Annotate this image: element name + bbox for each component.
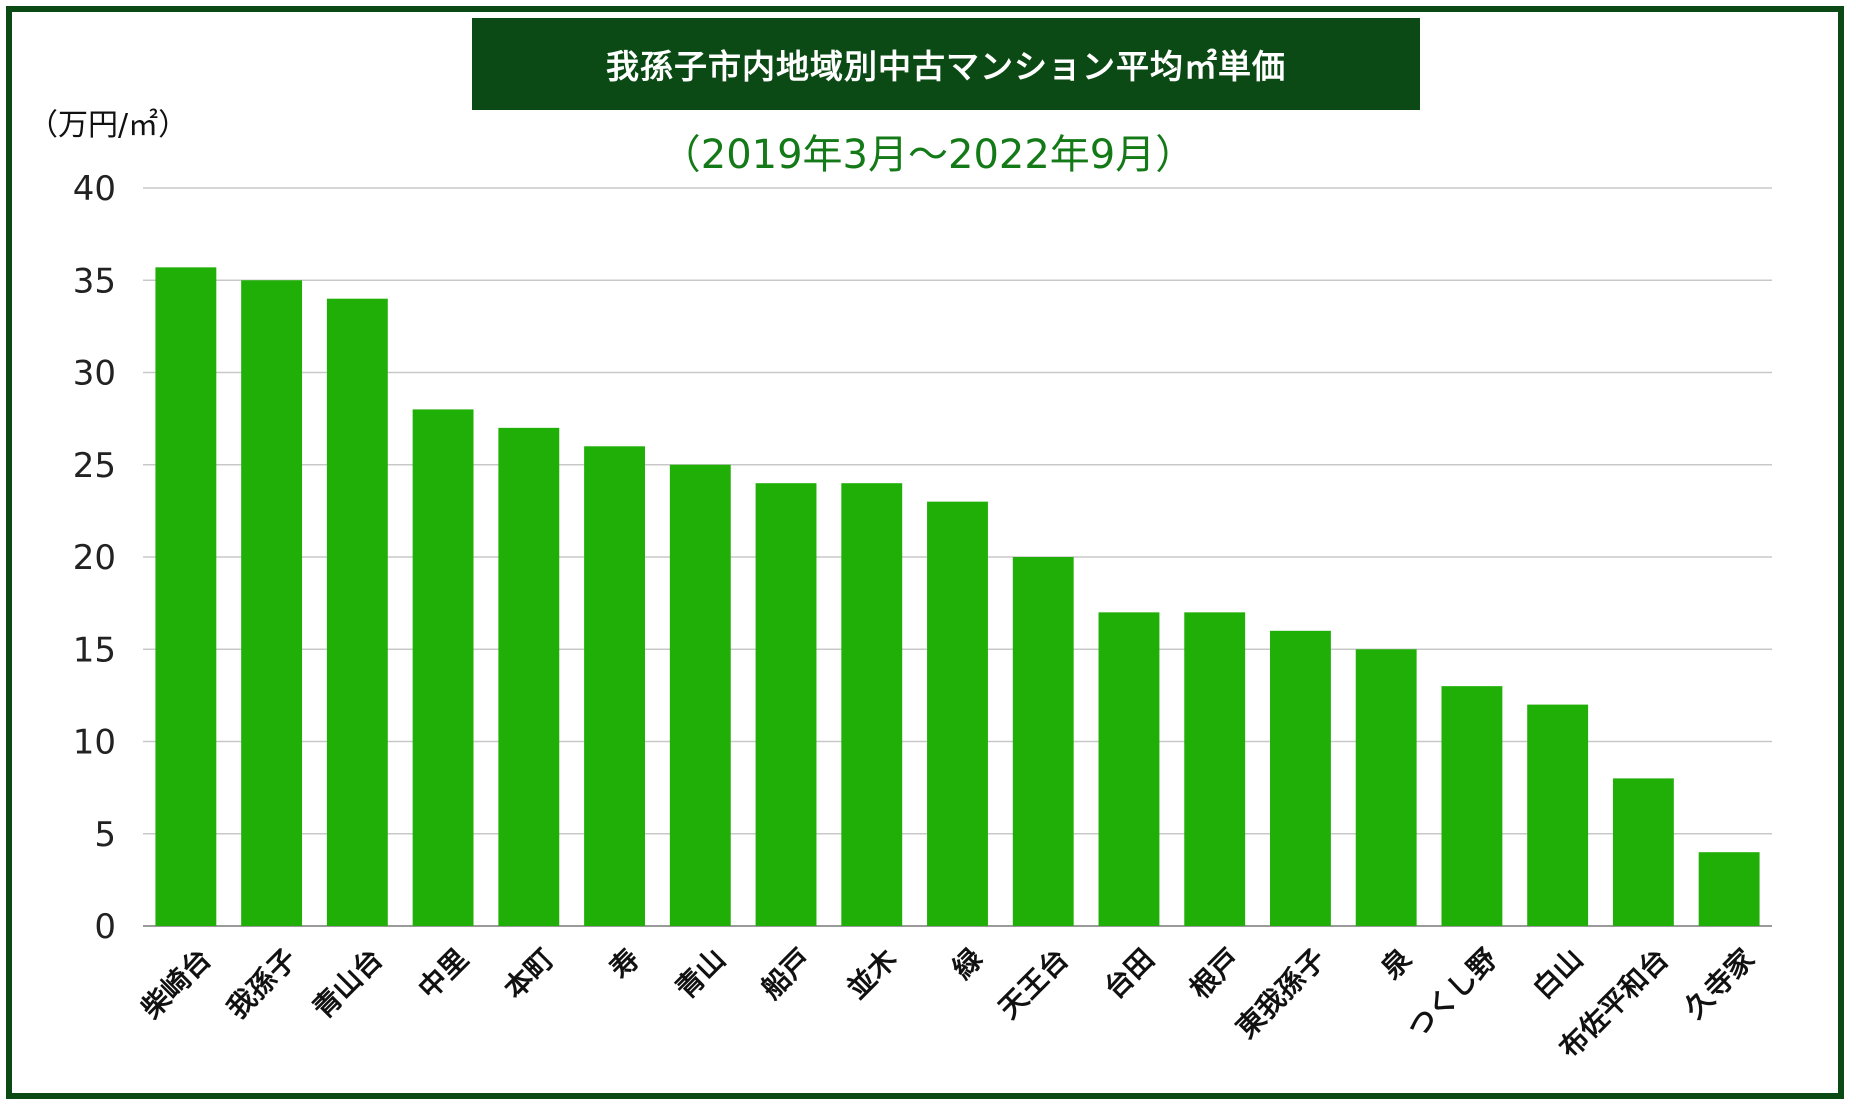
y-tick-label: 40 bbox=[73, 169, 116, 209]
bar bbox=[1612, 778, 1674, 926]
y-tick-label: 25 bbox=[73, 446, 116, 486]
bar bbox=[841, 483, 903, 926]
bar bbox=[584, 446, 645, 926]
bar bbox=[498, 427, 560, 926]
y-tick-label: 20 bbox=[73, 538, 116, 578]
x-category-label: 台田 bbox=[1098, 942, 1161, 1005]
x-category-label: 本町 bbox=[498, 942, 561, 1005]
y-tick-label: 5 bbox=[94, 815, 116, 855]
bar bbox=[1270, 630, 1331, 926]
bar bbox=[1527, 704, 1589, 926]
chart-subtitle: （2019年3月〜2022年9月） bbox=[660, 132, 1196, 178]
x-category-label: つくし野 bbox=[1401, 942, 1504, 1045]
x-category-label: 寿 bbox=[603, 942, 646, 985]
y-axis-ticks: 0 5 10 15 20 25 30 35 40 bbox=[73, 169, 116, 947]
chart-title: 我孫子市内地域別中古マンション平均㎡単価 bbox=[606, 47, 1286, 86]
y-tick-label: 30 bbox=[73, 354, 116, 394]
x-category-label: 船戸 bbox=[755, 942, 818, 1005]
y-tick-label: 10 bbox=[73, 723, 116, 763]
y-tick-label: 15 bbox=[73, 630, 116, 670]
x-category-label: 青山 bbox=[669, 942, 732, 1005]
bar bbox=[412, 409, 474, 926]
x-category-label: 白山 bbox=[1526, 942, 1589, 1005]
bars bbox=[155, 267, 1760, 927]
bar bbox=[1698, 852, 1760, 926]
x-category-label: 我孫子 bbox=[221, 942, 304, 1025]
x-category-label: 中里 bbox=[412, 942, 475, 1005]
x-axis-labels: 柴崎台 我孫子 青山台 中里 本町寿青山 船戸 並木緑天王台 台田 根戸東我孫子 泉つくし野 白山布… bbox=[135, 942, 1761, 1065]
bar bbox=[241, 280, 303, 926]
x-category-label: 根戸 bbox=[1183, 942, 1246, 1005]
x-category-label: 東我孫子 bbox=[1230, 942, 1333, 1045]
bar bbox=[1355, 649, 1417, 926]
x-category-label: 緑 bbox=[946, 942, 990, 986]
bar bbox=[1441, 686, 1503, 926]
bar bbox=[326, 298, 388, 926]
y-tick-label: 0 bbox=[94, 907, 116, 947]
chart-frame bbox=[6, 6, 1844, 1099]
bar bbox=[669, 464, 731, 926]
bar bbox=[1012, 557, 1074, 926]
y-axis-unit-label: （万円/㎡） bbox=[28, 108, 189, 143]
bar bbox=[1098, 612, 1160, 926]
x-category-label: 久寺家 bbox=[1678, 942, 1761, 1025]
y-tick-label: 35 bbox=[73, 261, 116, 301]
bar bbox=[1184, 612, 1246, 926]
x-category-label: 天王台 bbox=[992, 942, 1075, 1025]
x-category-label: 並木 bbox=[840, 942, 903, 1005]
title-banner: 我孫子市内地域別中古マンション平均㎡単価 bbox=[472, 18, 1420, 110]
x-category-label: 青山台 bbox=[306, 942, 389, 1025]
bar bbox=[755, 483, 817, 926]
x-category-label: 柴崎台 bbox=[135, 942, 218, 1025]
bar bbox=[155, 267, 217, 927]
x-category-label: 泉 bbox=[1375, 942, 1419, 986]
bar bbox=[927, 501, 988, 926]
